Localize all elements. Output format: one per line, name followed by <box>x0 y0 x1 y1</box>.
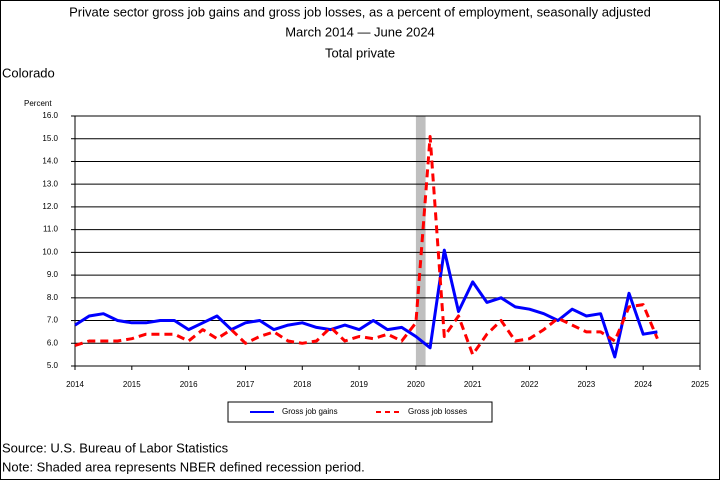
x-tick-label: 2022 <box>521 380 539 389</box>
x-tick-label: 2017 <box>237 380 255 389</box>
y-tick-label: 5.0 <box>47 361 59 370</box>
series-line <box>74 248 658 359</box>
y-tick-label: 9.0 <box>47 270 59 279</box>
legend-box <box>227 401 493 423</box>
x-tick-label: 2014 <box>66 380 84 389</box>
y-tick-label: 16.0 <box>42 111 58 120</box>
y-tick-label: 11.0 <box>43 225 59 234</box>
x-tick-label: 2023 <box>577 380 595 389</box>
chart-subtitle: March 2014 — June 2024 <box>285 24 435 39</box>
series-title: Total private <box>325 45 395 60</box>
source: Source: U.S. Bureau of Labor Statistics <box>2 440 229 455</box>
x-tick-label: 2019 <box>350 380 368 389</box>
y-axis-label: Percent <box>24 99 52 108</box>
y-tick-label: 6.0 <box>47 338 59 347</box>
x-tick-label: 2024 <box>634 380 652 389</box>
chart-title: Private sector gross job gains and gross… <box>69 4 651 19</box>
x-tick-label: 2016 <box>180 380 198 389</box>
legend-label: Gross job gains <box>282 407 338 416</box>
x-tick-label: 2015 <box>123 380 141 389</box>
plot-border <box>74 115 701 367</box>
x-tick-label: 2020 <box>407 380 425 389</box>
y-tick-label: 15.0 <box>42 134 58 143</box>
y-tick-label: 8.0 <box>47 293 59 302</box>
region-label: Colorado <box>2 65 55 80</box>
legend-label: Gross job losses <box>408 407 467 416</box>
x-tick-label: 2018 <box>293 380 311 389</box>
y-tick-label: 7.0 <box>47 316 59 325</box>
series-line <box>74 135 659 357</box>
y-tick-label: 10.0 <box>42 247 58 256</box>
y-tick-label: 12.0 <box>42 202 58 211</box>
note: Note: Shaded area represents NBER define… <box>2 459 365 474</box>
y-tick-label: 13.0 <box>42 179 58 188</box>
x-tick-label: 2021 <box>464 380 482 389</box>
x-tick-label: 2025 <box>691 380 709 389</box>
y-tick-label: 14.0 <box>42 157 58 166</box>
